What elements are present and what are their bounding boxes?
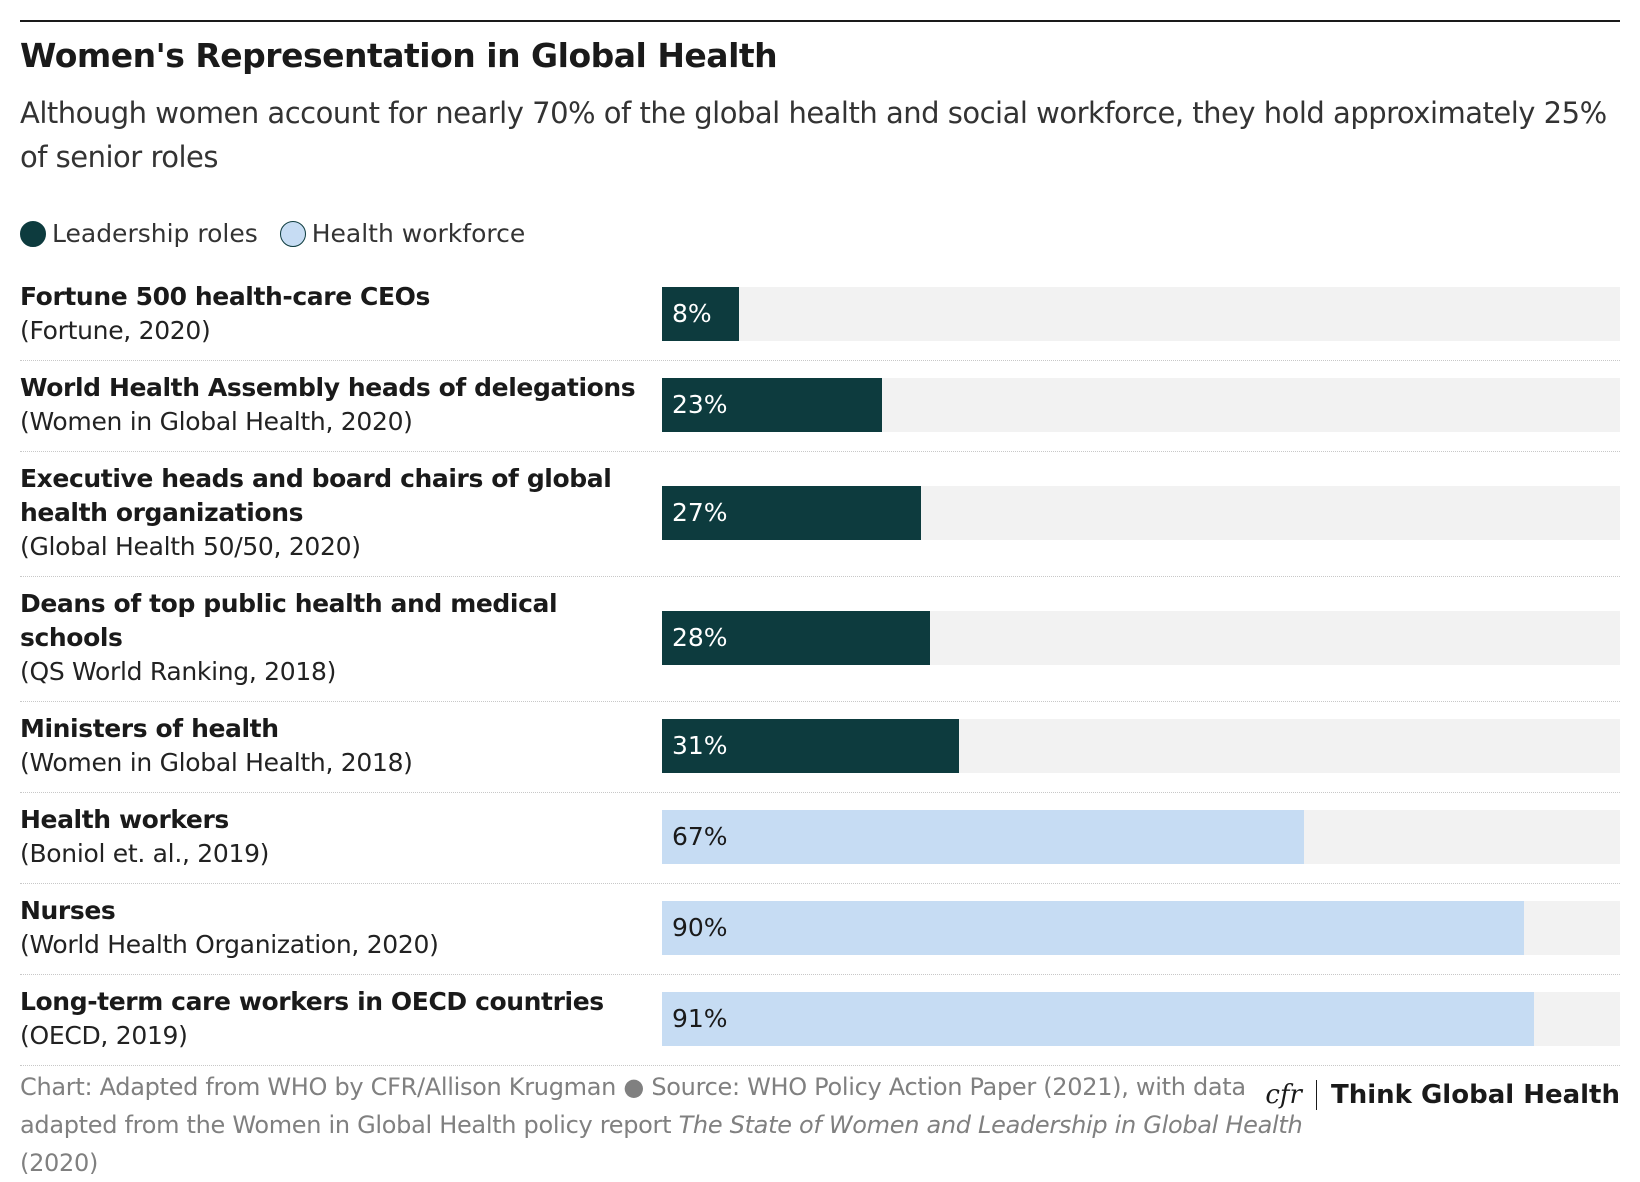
legend-swatch: [20, 220, 46, 247]
category-name: Ministers of health: [20, 714, 279, 743]
source-note: Chart: Adapted from WHO by CFR/Allison K…: [20, 1068, 1320, 1182]
bar-track: 90%: [662, 901, 1620, 955]
row: Health workers (Boniol et. al., 2019) 67%: [20, 793, 1620, 884]
category-name: Deans of top public health and medical s…: [20, 589, 558, 652]
value-label: 28%: [672, 623, 728, 652]
category-label: Nurses (World Health Organization, 2020): [20, 894, 662, 962]
bar: [662, 992, 1534, 1046]
value-label: 8%: [672, 299, 712, 328]
value-label: 91%: [672, 1004, 728, 1033]
chart-subtitle: Although women account for nearly 70% of…: [20, 96, 1607, 174]
row: Ministers of health (Women in Global Heal…: [20, 702, 1620, 793]
bar: [662, 287, 739, 341]
plot-area: Fortune 500 health-care CEOs (Fortune, 20…: [20, 270, 1620, 1066]
legend-label: Leadership roles: [52, 219, 258, 248]
bar-track: 91%: [662, 992, 1620, 1046]
category-name: World Health Assembly heads of delegatio…: [20, 373, 636, 402]
chart: Women's Representation in Global Health …: [20, 20, 1620, 1177]
category-name: Health workers: [20, 805, 229, 834]
category-label: Executive heads and board chairs of glob…: [20, 462, 662, 564]
bar-track: 23%: [662, 378, 1620, 432]
logo: cfr: [1265, 1080, 1317, 1110]
row: Executive heads and board chairs of glob…: [20, 452, 1620, 577]
category-name: Executive heads and board chairs of glob…: [20, 464, 612, 527]
category-label: Ministers of health (Women in Global Heal…: [20, 712, 662, 780]
bar-track: 27%: [662, 486, 1620, 540]
value-label: 27%: [672, 498, 728, 527]
row: Long-term care workers in OECD countries…: [20, 975, 1620, 1066]
category-label: Fortune 500 health-care CEOs (Fortune, 20…: [20, 280, 662, 348]
row: World Health Assembly heads of delegatio…: [20, 361, 1620, 452]
legend-item: Health workforce: [279, 219, 526, 248]
category-source: (Women in Global Health, 2018): [20, 748, 413, 777]
bar: [662, 810, 1304, 864]
value-label: 23%: [672, 390, 728, 419]
bar: [662, 719, 959, 773]
legend-label: Health workforce: [311, 219, 526, 248]
category-source: (Global Health 50/50, 2020): [20, 532, 361, 561]
brand: cfr Think Global Health: [1265, 1080, 1620, 1110]
category-source: (Fortune, 2020): [20, 316, 211, 345]
category-label: Health workers (Boniol et. al., 2019): [20, 803, 662, 871]
category-source: (OECD, 2019): [20, 1021, 188, 1050]
row: Fortune 500 health-care CEOs (Fortune, 20…: [20, 270, 1620, 361]
legend: Leadership roles Health workforce: [20, 219, 1620, 248]
bar-track: 67%: [662, 810, 1620, 864]
legend-item: Leadership roles: [20, 219, 258, 248]
bar: [662, 611, 931, 665]
category-label: Deans of top public health and medical s…: [20, 587, 662, 689]
category-source: (Boniol et. al., 2019): [20, 839, 270, 868]
category-label: World Health Assembly heads of delegatio…: [20, 371, 662, 439]
source-text: (2020): [20, 1149, 99, 1177]
row: Deans of top public health and medical s…: [20, 577, 1620, 702]
category-name: Nurses: [20, 896, 116, 925]
source-text: Chart: Adapted from WHO by CFR/Allison K…: [20, 1073, 1246, 1139]
category-source: (World Health Organization, 2020): [20, 930, 439, 959]
top-rule: [20, 20, 1620, 22]
bar-track: 31%: [662, 719, 1620, 773]
source-title: The State of Women and Leadership in Glo…: [678, 1111, 1303, 1139]
bar: [662, 901, 1525, 955]
value-label: 31%: [672, 731, 728, 760]
legend-swatch: [279, 220, 306, 247]
bar: [662, 486, 921, 540]
chart-title: Women's Representation in Global Health: [20, 36, 778, 75]
category-source: (Women in Global Health, 2020): [20, 407, 413, 436]
category-source: (QS World Ranking, 2018): [20, 657, 337, 686]
value-label: 67%: [672, 822, 728, 851]
category-name: Fortune 500 health-care CEOs: [20, 282, 431, 311]
row: Nurses (World Health Organization, 2020) 9…: [20, 884, 1620, 975]
bar-track: 28%: [662, 611, 1620, 665]
bar: [662, 378, 883, 432]
category-name: Long-term care workers in OECD countries: [20, 987, 604, 1016]
bar-track: 8%: [662, 287, 1620, 341]
category-label: Long-term care workers in OECD countries…: [20, 985, 662, 1053]
value-label: 90%: [672, 913, 728, 942]
brand-name: Think Global Health: [1330, 1080, 1620, 1110]
